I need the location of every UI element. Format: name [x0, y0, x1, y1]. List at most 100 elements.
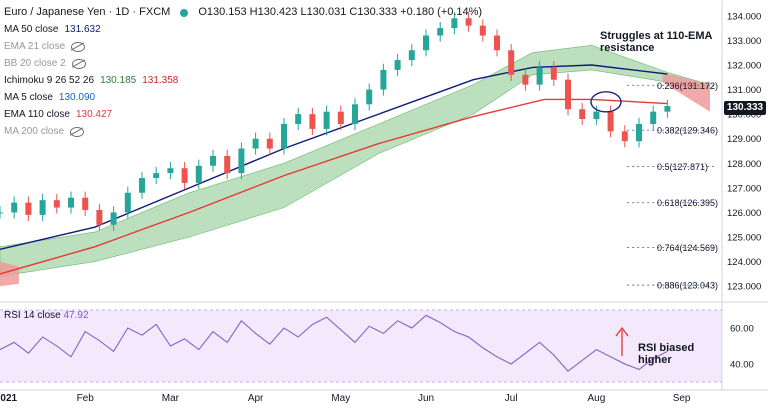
y-tick-label: 134.000 — [727, 11, 761, 22]
candle-body — [607, 111, 614, 132]
rsi-tick-label: 60.00 — [730, 324, 754, 335]
candle-body — [195, 165, 202, 183]
candle-body — [210, 155, 216, 166]
ohlc-values: O130.153 H130.423 L130.031 C130.333 +0.1… — [198, 6, 483, 18]
rsi-up-arrowhead — [615, 326, 629, 337]
x-tick-label: Aug — [588, 393, 606, 404]
x-tick-label: Sep — [673, 393, 691, 404]
legend-ema21[interactable]: EMA 21 close — [4, 38, 482, 55]
annotation-line2: resistance — [600, 42, 655, 54]
y-tick-label: 125.000 — [727, 233, 761, 244]
market-status-icon — [180, 8, 189, 17]
y-tick-label: 129.000 — [727, 134, 761, 145]
candle-body — [465, 18, 472, 26]
candle-body — [451, 18, 458, 29]
candle-body — [124, 192, 131, 213]
ichimoku-cloud-bearish-left — [0, 261, 19, 287]
candle-body — [252, 138, 259, 149]
candle-body — [650, 111, 657, 124]
candle-body — [621, 131, 628, 142]
ichimoku-cloud-bearish — [662, 72, 710, 112]
hidden-eye-icon[interactable] — [71, 41, 86, 52]
fib-label-4: 0.764(124.569) — [657, 243, 718, 253]
rsi-tick-label: 40.00 — [730, 360, 754, 371]
candle-body — [323, 111, 330, 129]
candle-body — [96, 209, 103, 225]
candle-body — [664, 106, 671, 112]
candle-body — [536, 67, 543, 85]
fib-label-1: 0.382(129.346) — [657, 126, 718, 136]
candle-body — [394, 60, 401, 70]
indicator-legend: Euro / Japanese Yen · 1D · FXCM O130.153… — [4, 4, 482, 140]
annotation-ema-resistance: Struggles at 110-EMA resistance — [600, 30, 712, 54]
hidden-eye-icon[interactable] — [70, 126, 85, 137]
y-tick-label: 124.000 — [727, 257, 761, 268]
candle-body — [550, 67, 557, 80]
x-tick-label: Mar — [162, 393, 180, 404]
y-tick-label: 132.000 — [727, 60, 761, 71]
candle-body — [0, 212, 3, 214]
y-tick-label: 126.000 — [727, 208, 761, 219]
candle-body — [266, 138, 273, 149]
x-tick-label: Apr — [248, 393, 264, 404]
legend-ema110[interactable]: EMA 110 close 130.427 — [4, 109, 113, 120]
candle-body — [295, 114, 302, 124]
candle-body — [380, 69, 387, 90]
x-tick-label: 2021 — [0, 393, 18, 404]
annotation-rsi: RSI biased higher — [638, 342, 695, 366]
rsi-band — [0, 310, 722, 382]
candle-body — [423, 35, 429, 51]
symbol-title[interactable]: Euro / Japanese Yen · 1D · FXCM — [4, 6, 171, 18]
fib-label-5: 0.886(123.043) — [657, 281, 718, 291]
candle-body — [153, 173, 160, 179]
resistance-circle — [590, 91, 622, 113]
candle-body — [366, 89, 373, 105]
x-tick-label: Jun — [418, 393, 434, 404]
x-tick-label: Feb — [77, 393, 95, 404]
candle-body — [68, 197, 74, 208]
candle-body — [167, 168, 174, 174]
fib-label-2: 0.5(127.871) — [657, 162, 708, 172]
candle-body — [479, 25, 486, 36]
candle-body — [636, 123, 642, 142]
candle-body — [508, 50, 515, 75]
hidden-eye-icon[interactable] — [71, 58, 86, 69]
ma50-line — [0, 64, 668, 250]
fib-label-3: 0.618(126.395) — [657, 198, 718, 208]
candle-body — [281, 123, 287, 149]
rsi-line — [0, 314, 668, 372]
legend-bb20[interactable]: BB 20 close 2 — [4, 55, 482, 72]
x-tick-label: May — [331, 393, 350, 404]
symbol-row: Euro / Japanese Yen · 1D · FXCM O130.153… — [4, 4, 482, 21]
y-tick-label: 131.000 — [727, 85, 761, 96]
candle-body — [139, 178, 145, 193]
y-tick-label: 133.000 — [727, 36, 761, 47]
candle-body — [579, 109, 586, 120]
candle-body — [110, 212, 117, 225]
y-tick-label: 127.000 — [727, 183, 761, 194]
legend-ma5[interactable]: MA 5 close 130.090 — [4, 92, 96, 103]
legend-ma200[interactable]: MA 200 close — [4, 123, 482, 140]
legend-ma50[interactable]: MA 50 close 131.632 — [4, 24, 101, 35]
candle-body — [437, 28, 444, 36]
candle-body — [565, 79, 571, 110]
candle-body — [224, 155, 231, 174]
candle-body — [522, 74, 529, 85]
candle-body — [39, 200, 46, 215]
y-tick-label: 123.000 — [727, 282, 761, 293]
y-tick-label: 128.000 — [727, 159, 761, 170]
annotation-line1: Struggles at 110-EMA — [600, 30, 713, 42]
legend-ichimoku[interactable]: Ichimoku 9 26 52 26 130.185 131.358 — [4, 75, 179, 86]
rsi-legend[interactable]: RSI 14 close 47.92 — [4, 310, 89, 321]
fib-label-0: 0.236(131.172) — [657, 81, 718, 91]
candle-body — [25, 202, 32, 215]
ema110-line — [0, 98, 668, 275]
candle-body — [82, 197, 89, 210]
candle-body — [337, 111, 344, 124]
candle-body — [11, 202, 18, 213]
candle-body — [309, 114, 316, 129]
candle-body — [53, 200, 60, 208]
candle-body — [238, 148, 245, 174]
candle-body — [181, 168, 188, 183]
